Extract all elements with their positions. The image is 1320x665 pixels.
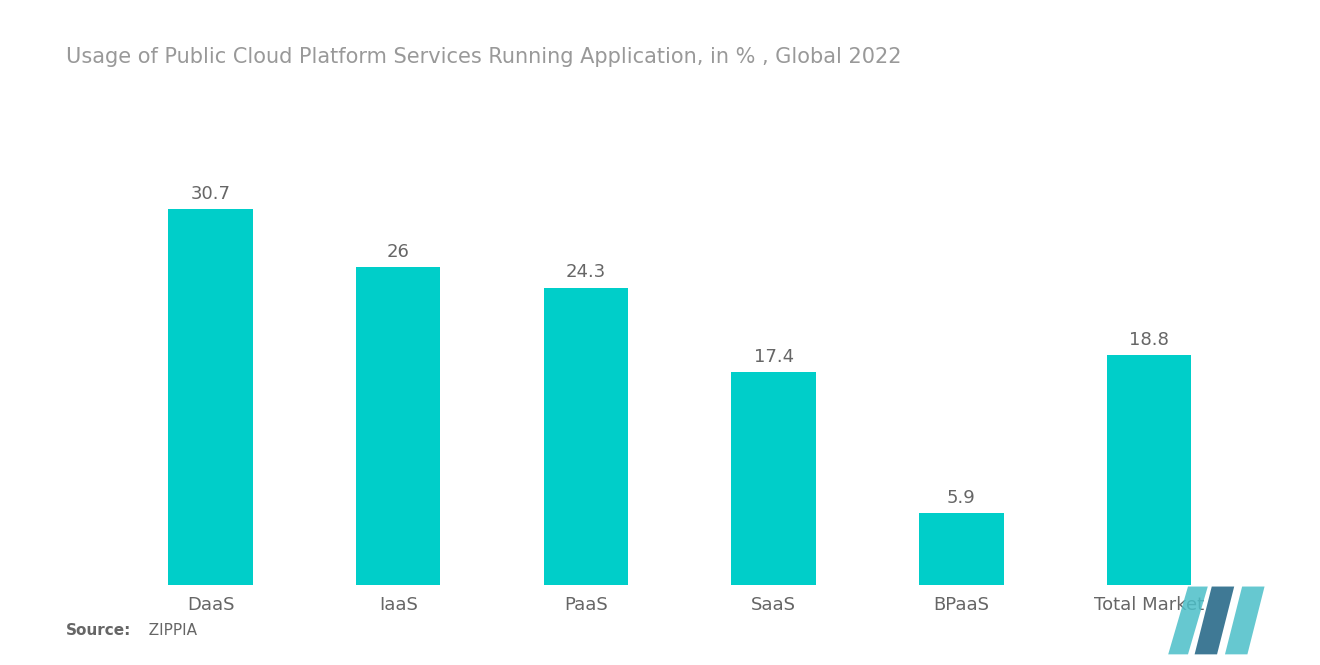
Bar <box>356 267 441 585</box>
Text: Source:: Source: <box>66 623 132 638</box>
Text: Usage of Public Cloud Platform Services Running Application, in % , Global 2022: Usage of Public Cloud Platform Services … <box>66 47 902 66</box>
Polygon shape <box>1195 587 1234 654</box>
Text: 5.9: 5.9 <box>946 489 975 507</box>
Text: ZIPPIA: ZIPPIA <box>139 623 197 638</box>
Bar <box>169 209 253 585</box>
Polygon shape <box>1225 587 1265 654</box>
Bar <box>1106 355 1191 585</box>
Text: 26: 26 <box>387 243 409 261</box>
Bar <box>544 287 628 585</box>
Bar <box>731 372 816 585</box>
Polygon shape <box>1168 587 1208 654</box>
Text: 30.7: 30.7 <box>190 185 231 203</box>
Bar <box>919 513 1003 585</box>
Text: 18.8: 18.8 <box>1129 331 1170 348</box>
Text: 17.4: 17.4 <box>754 348 793 366</box>
Text: 24.3: 24.3 <box>566 263 606 281</box>
